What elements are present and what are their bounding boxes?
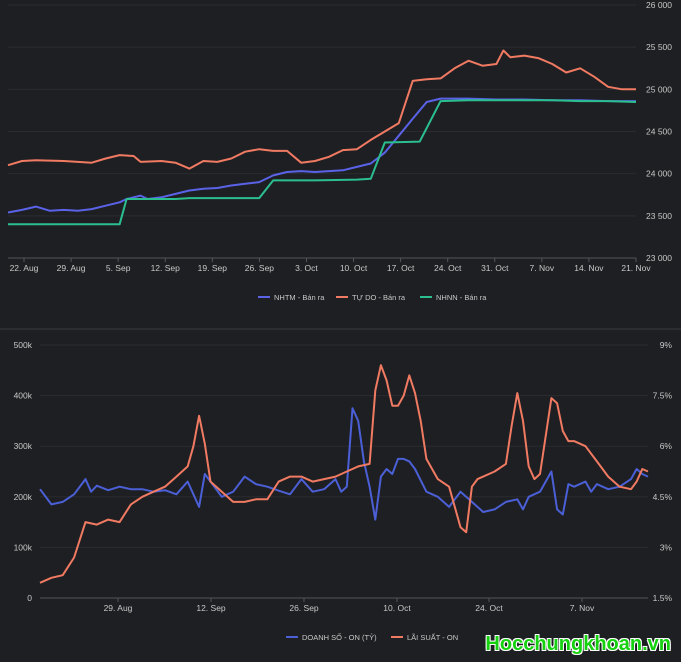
x-tick-label: 5. Sep [106, 263, 131, 273]
x-tick-label: 21. Nov [621, 263, 651, 273]
y-tick-label: 23 500 [646, 211, 672, 221]
x-tick-label: 19. Sep [198, 263, 228, 273]
y-tick-label: 24 500 [646, 127, 672, 137]
y-left-tick-label: 400k [14, 391, 33, 401]
x-tick-label: 7. Nov [570, 603, 595, 613]
series-line-1 [39, 364, 649, 584]
x-tick-label: 24. Oct [475, 603, 503, 613]
y-tick-label: 24 000 [646, 169, 672, 179]
legend-label: LÃI SUẤT - ON [407, 632, 458, 642]
y-right-tick-label: 7.5% [653, 391, 673, 401]
chart-top: 23 000 23 500 24 000 24 500 25 000 25 500 26 0… [7, 0, 672, 302]
x-tick-label: 7. Nov [530, 263, 555, 273]
y-left-tick-label: 0 [27, 593, 32, 603]
x-tick-label: 29. Aug [104, 603, 133, 613]
y-right-tick-label: 4.5% [653, 492, 673, 502]
y-right-tick-label: 1.5% [653, 593, 673, 603]
x-tick-label: 17. Oct [387, 263, 415, 273]
series-line-0 [39, 407, 649, 521]
y-right-tick-label: 6% [660, 441, 673, 451]
series-line-0 [7, 97, 636, 214]
legend-label: NHNN - Bán ra [436, 293, 487, 302]
x-tick-label: 26. Sep [245, 263, 275, 273]
y-tick-label: 26 000 [646, 0, 672, 10]
y-tick-label: 25 500 [646, 42, 672, 52]
x-tick-label: 3. Oct [295, 263, 318, 273]
x-tick-label: 10. Oct [340, 263, 368, 273]
legend-label: NHTM - Bán ra [274, 293, 325, 302]
series-line-2 [8, 99, 637, 226]
x-tick-label: 26. Sep [289, 603, 319, 613]
x-tick-label: 10. Oct [383, 603, 411, 613]
chart-bottom: 0 100k 200k 300k 400k 500k 1.5% 3% 4.5% 6% 7.5% 9% 2… [14, 340, 673, 642]
x-tick-label: 31. Oct [481, 263, 509, 273]
legend-label: DOANH SỐ - ON (TỶ) [302, 632, 377, 642]
y-tick-label: 25 000 [646, 84, 672, 94]
series-line-1 [7, 49, 636, 170]
y-right-tick-label: 3% [660, 542, 673, 552]
y-tick-label: 23 000 [646, 253, 672, 263]
x-tick-label: 29. Aug [57, 263, 86, 273]
y-left-tick-label: 300k [14, 441, 33, 451]
watermark: Hocchungkhoan.vn [485, 633, 671, 655]
x-tick-label: 24. Oct [434, 263, 462, 273]
y-left-tick-label: 200k [14, 492, 33, 502]
x-tick-label: 12. Sep [151, 263, 181, 273]
x-tick-label: 22. Aug [10, 263, 39, 273]
y-left-tick-label: 500k [14, 340, 33, 350]
legend-label: TỰ DO - Bán ra [352, 293, 406, 302]
y-right-tick-label: 9% [660, 340, 673, 350]
x-tick-label: 14. Nov [574, 263, 604, 273]
x-tick-label: 12. Sep [196, 603, 226, 613]
y-left-tick-label: 100k [14, 542, 33, 552]
